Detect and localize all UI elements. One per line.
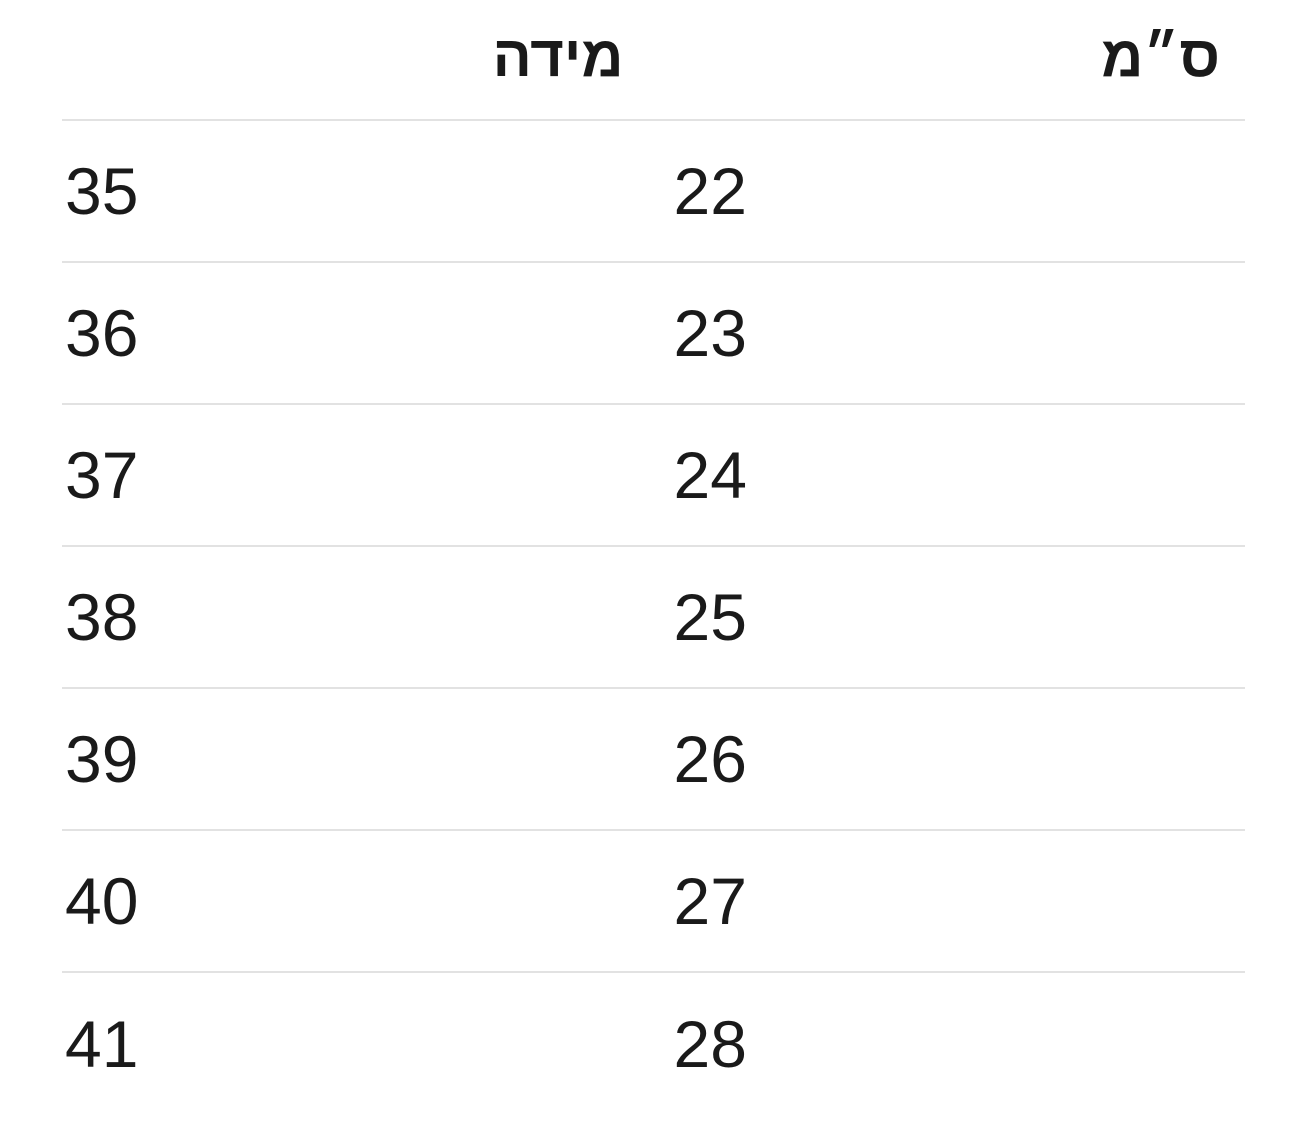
size-cell: 41 (65, 1007, 139, 1081)
table-row: 37 24 (62, 405, 1245, 547)
table-row: 41 28 (62, 973, 1245, 1115)
header-cm-column: ס״מ (1101, 24, 1220, 89)
size-cell: 35 (65, 154, 139, 228)
size-cell: 38 (65, 580, 139, 654)
header-size-column: מידה (492, 24, 624, 89)
cm-cell: 26 (673, 722, 747, 796)
table-row: 36 23 (62, 263, 1245, 405)
size-cell: 39 (65, 722, 139, 796)
size-cell: 37 (65, 438, 139, 512)
table-row: 38 25 (62, 547, 1245, 689)
size-chart-table: מידה ס״מ 35 22 36 23 37 24 38 25 39 26 4… (62, 0, 1245, 1115)
size-cell: 36 (65, 296, 139, 370)
cm-cell: 25 (673, 580, 747, 654)
cm-cell: 28 (673, 1007, 747, 1081)
table-row: 35 22 (62, 121, 1245, 263)
cm-cell: 23 (673, 296, 747, 370)
size-chart-header-row: מידה ס״מ (62, 0, 1245, 121)
table-row: 40 27 (62, 831, 1245, 973)
table-row: 39 26 (62, 689, 1245, 831)
cm-cell: 24 (673, 438, 747, 512)
cm-cell: 22 (673, 154, 747, 228)
cm-cell: 27 (673, 864, 747, 938)
size-cell: 40 (65, 864, 139, 938)
